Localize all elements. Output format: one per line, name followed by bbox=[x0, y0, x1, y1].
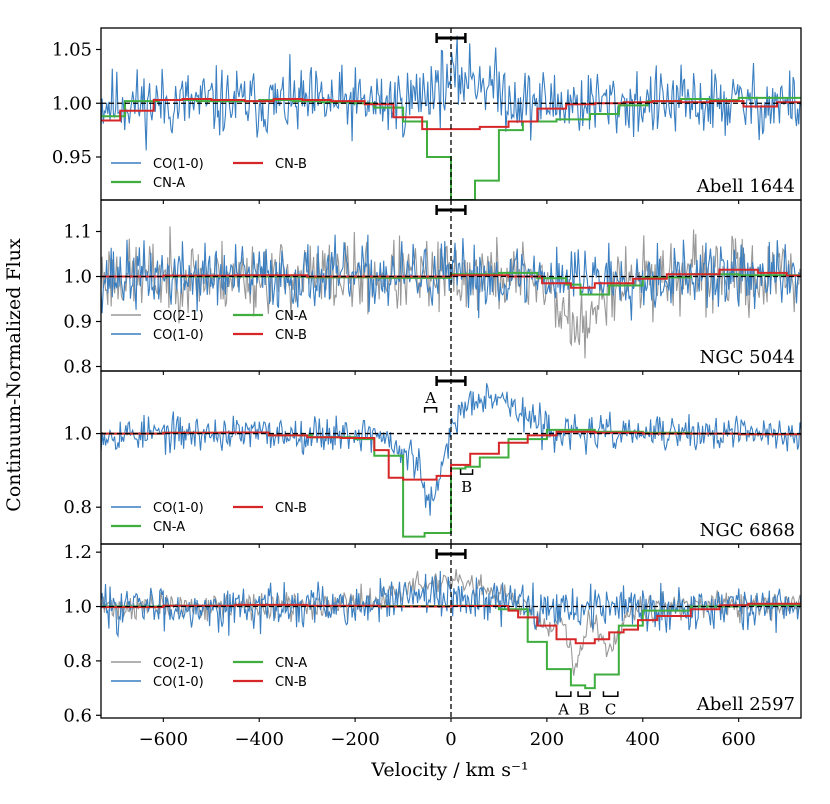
legend: CO(1-0) CN-A CN-B bbox=[111, 501, 307, 535]
legend-label-cn_a: CN-A bbox=[153, 520, 185, 535]
y-tick-label: 0.95 bbox=[52, 147, 92, 168]
x-tick-label: 600 bbox=[721, 729, 755, 750]
panel-name-label: NGC 6868 bbox=[700, 520, 795, 541]
y-tick-label: 0.8 bbox=[63, 651, 92, 672]
panel-plot-area bbox=[101, 544, 801, 718]
y-tick-label: 0.9 bbox=[63, 312, 92, 333]
y-tick-label: 1.05 bbox=[52, 40, 92, 61]
annotation-b: B bbox=[577, 691, 591, 718]
legend-label-cn_a: CN-A bbox=[275, 309, 307, 324]
legend-label-co10: CO(1-0) bbox=[153, 157, 204, 172]
panel-abell-1644: 0.95 1.00 1.05 Abell 1644 CO(1-0) CN-A CN-B bbox=[52, 27, 802, 204]
x-axis-label: Velocity / km s⁻¹ bbox=[370, 759, 528, 781]
legend-label-cn_b: CN-B bbox=[275, 157, 307, 172]
y-tick-label: 1.0 bbox=[63, 267, 92, 288]
annotation-bracket bbox=[555, 691, 572, 697]
legend: CO(2-1) CO(1-0) CN-A CN-B bbox=[111, 309, 307, 343]
series-cn_b-step bbox=[101, 268, 801, 289]
legend-label-cn_b: CN-B bbox=[275, 675, 307, 690]
annotation-bracket bbox=[459, 469, 474, 475]
annotation-label: A bbox=[557, 700, 569, 718]
annotation-bracket bbox=[602, 691, 619, 697]
legend-label-co10: CO(1-0) bbox=[153, 501, 204, 516]
x-tick-label: −200 bbox=[330, 729, 379, 750]
y-tick-label: 1.00 bbox=[52, 93, 92, 114]
y-tick-label: 1.1 bbox=[63, 222, 92, 243]
y-axis-label: Continuum-Normalized Flux bbox=[3, 238, 25, 512]
annotation-label: B bbox=[579, 700, 590, 718]
annotation-b: B bbox=[459, 469, 474, 496]
x-tick-label: −600 bbox=[139, 729, 188, 750]
legend-label-cn_a: CN-A bbox=[275, 656, 307, 671]
legend-label-cn_b: CN-B bbox=[275, 501, 307, 516]
series-cn_b-step bbox=[101, 430, 801, 481]
annotation-bracket bbox=[577, 691, 591, 697]
annotation-a: A bbox=[555, 691, 572, 718]
panel-ngc-5044: 0.8 0.9 1.0 1.1 NGC 5044 CO(2-1) CO(1-0) CN-A CN… bbox=[63, 199, 802, 378]
legend-label-cn_b: CN-B bbox=[275, 328, 307, 343]
annotation-bracket bbox=[423, 407, 438, 413]
legend: CO(2-1) CO(1-0) CN-A CN-B bbox=[111, 656, 307, 690]
legend-label-co10: CO(1-0) bbox=[153, 328, 204, 343]
y-tick-label: 1.0 bbox=[63, 424, 92, 445]
x-tick-label: 400 bbox=[626, 729, 660, 750]
legend-label-cn_a: CN-A bbox=[153, 176, 185, 191]
annotation-label: C bbox=[605, 700, 616, 718]
annotation-c: C bbox=[602, 691, 619, 718]
panel-plot-area bbox=[101, 371, 801, 544]
x-tick-label: −400 bbox=[234, 729, 283, 750]
legend: CO(1-0) CN-A CN-B bbox=[111, 157, 307, 191]
panel-name-label: NGC 5044 bbox=[700, 347, 795, 368]
annotation-a: A bbox=[423, 389, 438, 413]
annotation-label: B bbox=[461, 478, 472, 496]
series-cn_b-step bbox=[101, 602, 801, 645]
panel-plot-area bbox=[101, 200, 801, 371]
shared-x-axis: −600 −400 −200 0 200 400 600 bbox=[139, 729, 756, 750]
panel-name-label: Abell 1644 bbox=[696, 176, 795, 197]
y-tick-label: 0.8 bbox=[63, 497, 92, 518]
x-tick-label: 200 bbox=[530, 729, 564, 750]
annotation-label: A bbox=[424, 389, 436, 407]
y-tick-label: 1.2 bbox=[63, 542, 92, 563]
y-tick-label: 0.8 bbox=[63, 357, 92, 378]
panel-name-label: Abell 2597 bbox=[696, 694, 795, 715]
legend-label-co21: CO(2-1) bbox=[153, 309, 204, 324]
y-tick-label: 1.0 bbox=[63, 597, 92, 618]
x-tick-label: 0 bbox=[445, 729, 456, 750]
legend-label-co10: CO(1-0) bbox=[153, 675, 204, 690]
legend-label-co21: CO(2-1) bbox=[153, 656, 204, 671]
panel-ngc-6868: A B 0.8 1.0 NGC 6868 CO(1-0) CN-A CN-B bbox=[63, 370, 802, 548]
panel-plot-area bbox=[101, 28, 801, 200]
y-tick-label: 0.6 bbox=[63, 705, 92, 726]
series-cn_b-step bbox=[101, 98, 801, 131]
